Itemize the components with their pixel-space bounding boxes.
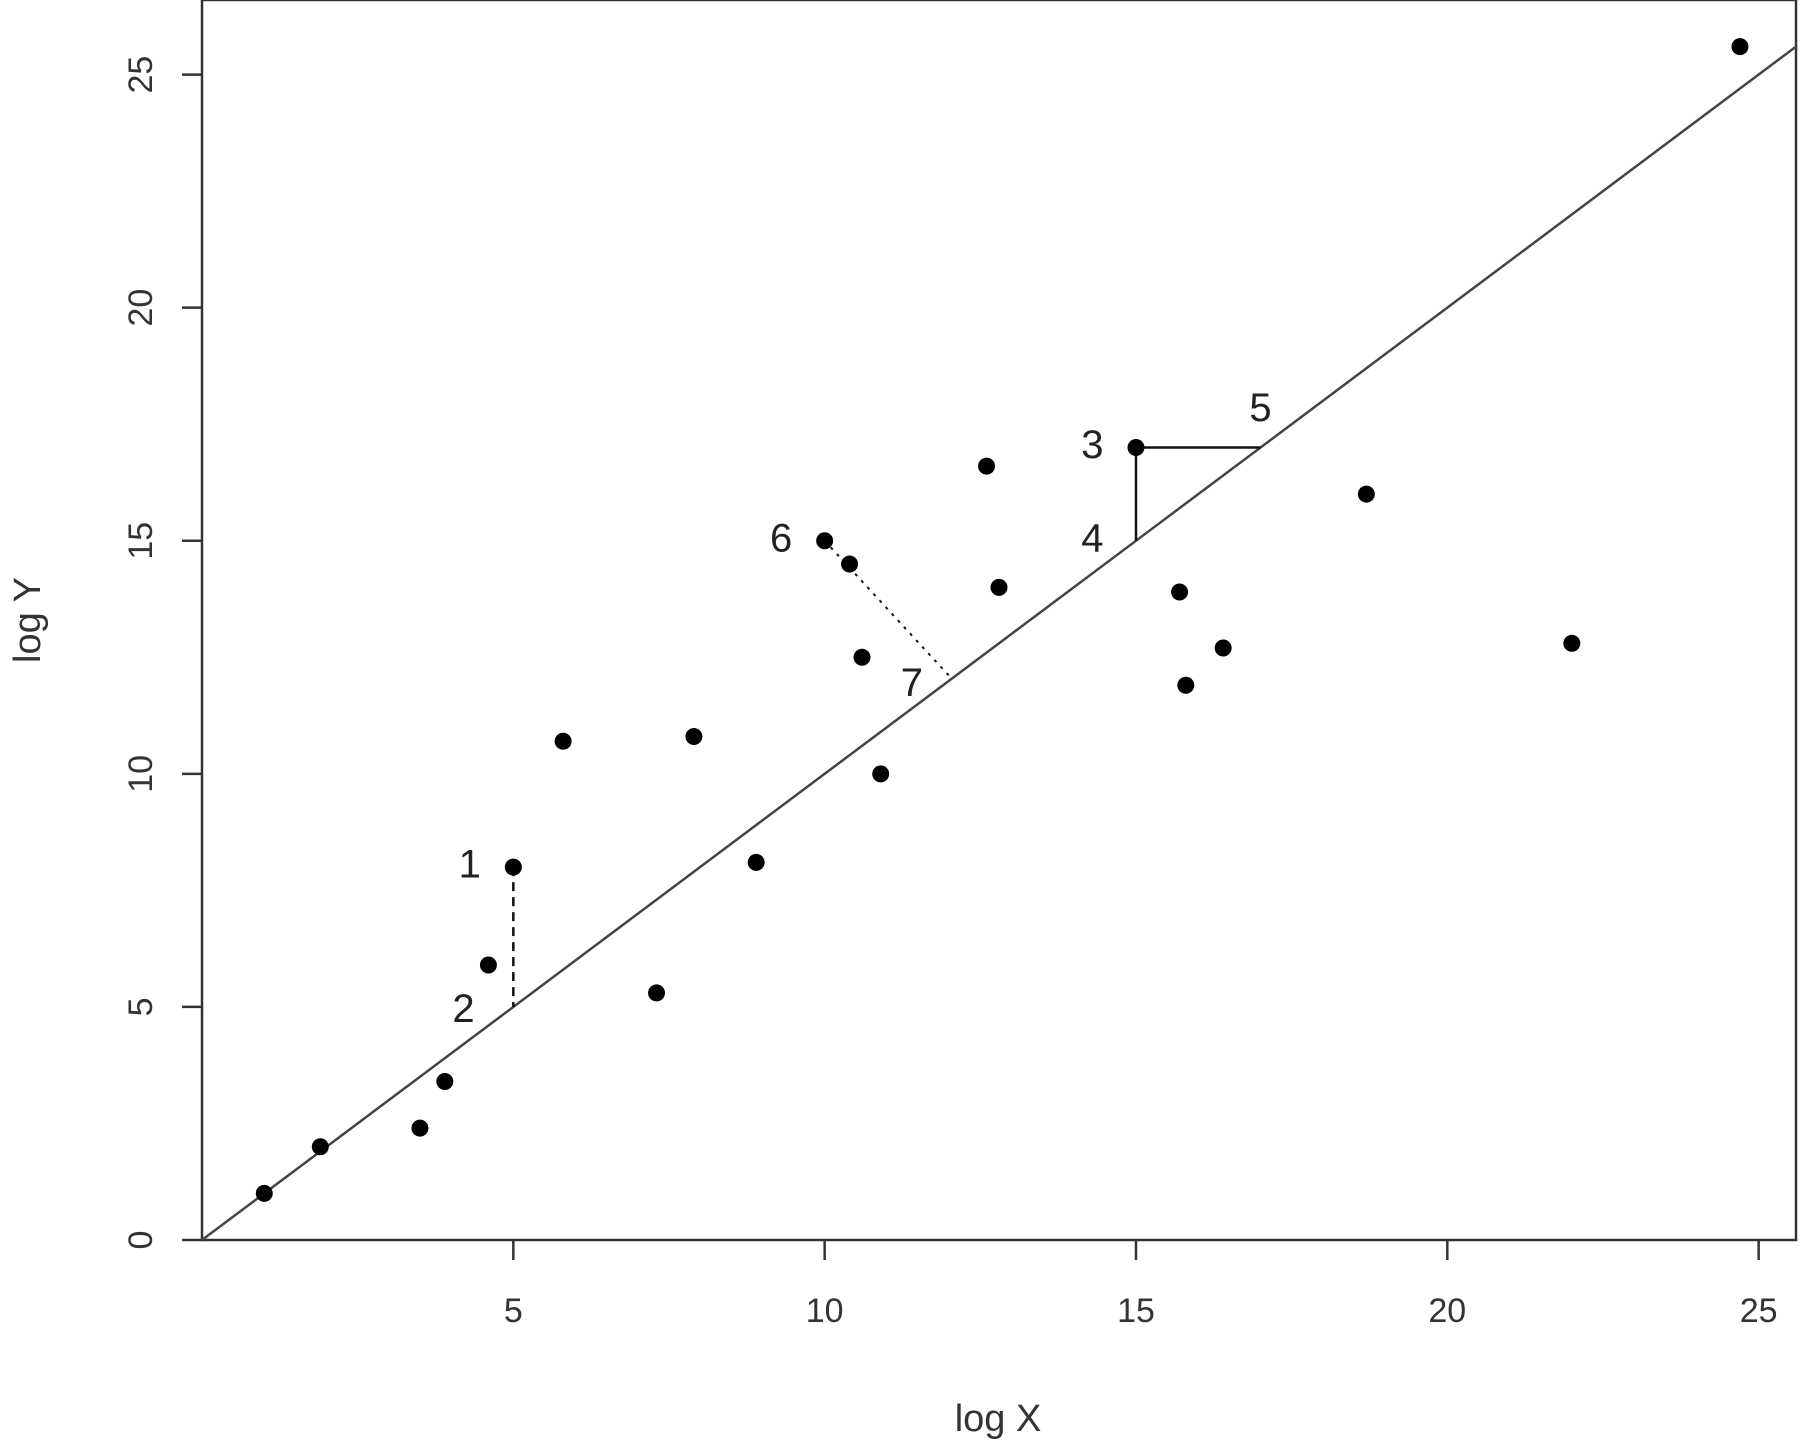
- data-point: [1177, 676, 1195, 694]
- data-point: [747, 853, 765, 871]
- data-point: [436, 1073, 454, 1091]
- data-point: [1127, 439, 1145, 457]
- y-tick-label: 5: [122, 997, 160, 1016]
- data-point: [311, 1138, 329, 1156]
- x-tick-label: 5: [504, 1292, 523, 1330]
- x-tick-label: 20: [1428, 1292, 1466, 1330]
- x-axis-label: log X: [955, 1398, 1042, 1440]
- annotations-layer: 1 2 3 4 5 6 7: [452, 386, 1271, 1031]
- y-tick-label: 20: [122, 289, 160, 327]
- fit-line: [201, 45, 1797, 1242]
- x-tick-label: 10: [806, 1292, 844, 1330]
- data-point: [816, 532, 834, 550]
- data-point: [255, 1184, 273, 1202]
- segments-layer: [512, 446, 1261, 1007]
- data-point: [479, 956, 497, 974]
- data-point: [978, 457, 996, 475]
- data-point: [1214, 639, 1232, 657]
- data-point: [1731, 38, 1749, 56]
- plot-frame: [200, 0, 1798, 1242]
- annotation-label: 1: [459, 843, 481, 887]
- data-point: [1357, 485, 1375, 503]
- annotation-label: 2: [452, 987, 474, 1031]
- x-axis: 5 10 15 20 25: [504, 1240, 1778, 1330]
- fit-line-layer: [201, 45, 1797, 1242]
- data-point: [1171, 583, 1189, 601]
- points-layer: [255, 38, 1749, 1202]
- annotation-label: 5: [1249, 386, 1271, 430]
- data-point: [685, 728, 703, 746]
- y-tick-label: 25: [122, 56, 160, 94]
- data-point: [554, 732, 572, 750]
- annotation-label: 4: [1081, 516, 1103, 560]
- data-point: [872, 765, 890, 783]
- segment-dotted: [823, 540, 950, 677]
- x-tick-label: 15: [1117, 1292, 1155, 1330]
- y-axis-label: log Y: [7, 577, 49, 663]
- x-tick-label: 25: [1740, 1292, 1778, 1330]
- data-point: [853, 648, 871, 666]
- annotation-label: 7: [901, 661, 923, 705]
- data-point: [411, 1119, 429, 1137]
- annotation-label: 3: [1081, 423, 1103, 467]
- y-tick-label: 10: [122, 755, 160, 793]
- data-point: [1563, 634, 1581, 652]
- annotation-label: 6: [770, 516, 792, 560]
- data-point: [648, 984, 666, 1002]
- y-tick-label: 15: [122, 522, 160, 560]
- data-point: [504, 858, 522, 876]
- y-tick-label: 0: [122, 1231, 160, 1250]
- data-point: [841, 555, 859, 573]
- data-point: [990, 578, 1008, 596]
- y-axis: 0 5 10 15 20 25: [122, 56, 202, 1250]
